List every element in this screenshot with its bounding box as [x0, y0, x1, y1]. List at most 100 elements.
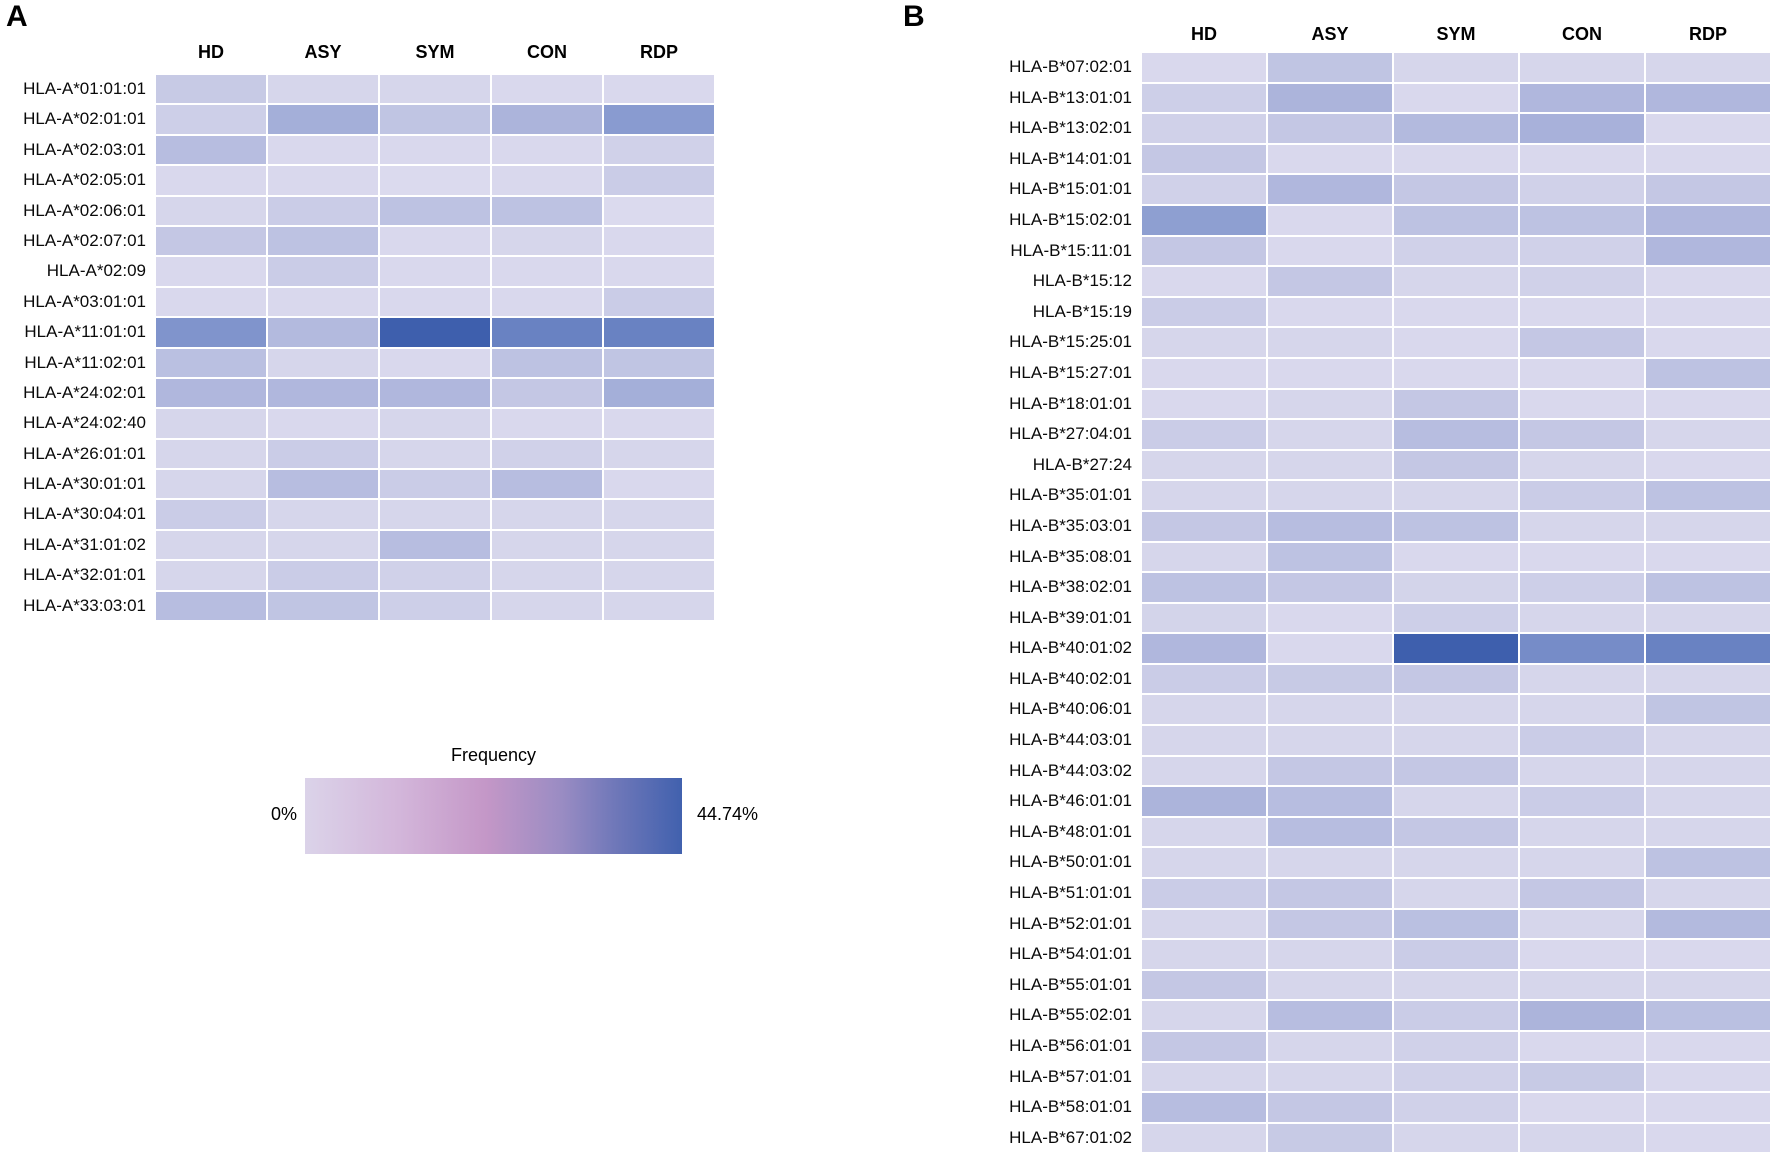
- heatmap-cell: [155, 529, 267, 561]
- row-label: HLA-A*01:01:01: [23, 79, 146, 98]
- row-label: HLA-B*54:01:01: [1009, 944, 1132, 964]
- heatmap-cell: [1645, 204, 1771, 236]
- heatmap-cell: [1141, 816, 1267, 848]
- heatmap-cell: [603, 104, 715, 135]
- row-label: HLA-A*02:03:01: [23, 139, 146, 159]
- heatmap-cell: [1645, 572, 1771, 603]
- heatmap-cell: [1141, 204, 1267, 236]
- heatmap-cell: [267, 134, 379, 166]
- heatmap-row: HLA-B*44:03:01: [905, 725, 1771, 756]
- heatmap-row: HLA-A*26:01:01: [0, 438, 715, 470]
- heatmap-cell: [1519, 510, 1645, 542]
- heatmap-cell: [1141, 143, 1267, 175]
- heatmap-row: HLA-B*15:19: [905, 296, 1771, 328]
- header-corner-spacer: [905, 22, 1141, 46]
- heatmap-cell: [267, 347, 379, 378]
- heatmap-cell: [1141, 296, 1267, 328]
- heatmap-cell: [155, 286, 267, 318]
- heatmap-cell: [1519, 969, 1645, 1001]
- heatmap-cell: [1267, 388, 1393, 420]
- heatmap-cell: [379, 469, 491, 500]
- heatmap-cell: [491, 165, 603, 196]
- heatmap-cell: [1141, 939, 1267, 970]
- row-label: HLA-B*51:01:01: [1009, 883, 1132, 903]
- heatmap-cell: [1267, 510, 1393, 542]
- heatmap-cell: [1645, 816, 1771, 848]
- heatmap-row: HLA-A*24:02:01: [0, 377, 715, 409]
- heatmap-cell: [1645, 1092, 1771, 1123]
- heatmap-cell: [1267, 1000, 1393, 1031]
- heatmap-row: HLA-A*02:01:01: [0, 104, 715, 135]
- heatmap-row: HLA-B*35:08:01: [905, 541, 1771, 573]
- row-label: HLA-B*07:02:01: [1009, 57, 1132, 76]
- column-header: CON: [527, 42, 567, 62]
- heatmap-cell: [1267, 204, 1393, 236]
- heatmap-cell: [1645, 1031, 1771, 1062]
- heatmap-row: HLA-B*07:02:01: [905, 52, 1771, 83]
- heatmap-row: HLA-A*30:01:01: [0, 469, 715, 500]
- heatmap-row: HLA-B*18:01:01: [905, 388, 1771, 420]
- heatmap-cell: [1645, 663, 1771, 695]
- row-label: HLA-B*15:19: [1032, 301, 1132, 321]
- heatmap-cell: [1519, 725, 1645, 756]
- panel-b-heatmap: HD ASY SYM CON RDP HLA-B*07:02:01 HLA-B*13:01:…: [905, 22, 1771, 1154]
- heatmap-cell: [1267, 969, 1393, 1001]
- heatmap-cell: [1141, 388, 1267, 420]
- heatmap-cell: [1267, 725, 1393, 756]
- heatmap-cell: [1393, 602, 1519, 634]
- column-header: HD: [1191, 24, 1217, 44]
- heatmap-row: HLA-B*35:03:01: [905, 510, 1771, 542]
- heatmap-cell: [1267, 541, 1393, 573]
- heatmap-cell: [1645, 388, 1771, 420]
- heatmap-cell: [1393, 419, 1519, 450]
- heatmap-cell: [1393, 480, 1519, 511]
- heatmap-cell: [1141, 1092, 1267, 1123]
- heatmap-cell: [1267, 633, 1393, 664]
- heatmap-cell: [1141, 82, 1267, 114]
- heatmap-cell: [267, 560, 379, 591]
- heatmap-row: HLA-B*58:01:01: [905, 1092, 1771, 1123]
- heatmap-cell: [267, 529, 379, 561]
- legend-max-label: 44.74%: [697, 804, 759, 824]
- heatmap-row: HLA-A*30:04:01: [0, 499, 715, 530]
- row-label: HLA-B*15:11:01: [1010, 240, 1132, 260]
- row-label: HLA-A*02:09: [46, 261, 146, 281]
- heatmap-cell: [1519, 327, 1645, 358]
- heatmap-cell: [1645, 419, 1771, 450]
- heatmap-row: HLA-B*13:01:01: [905, 82, 1771, 114]
- heatmap-cell: [155, 560, 267, 591]
- heatmap-cell: [1519, 878, 1645, 909]
- row-label: HLA-B*35:01:01: [1009, 485, 1132, 505]
- heatmap-cell: [155, 74, 267, 105]
- row-label: HLA-B*67:01:02: [1009, 1127, 1132, 1147]
- heatmap-cell: [1267, 878, 1393, 909]
- row-label: HLA-A*02:07:01: [23, 230, 146, 250]
- heatmap-cell: [1393, 755, 1519, 787]
- heatmap-cell: [1519, 235, 1645, 267]
- heatmap-cell: [1141, 113, 1267, 144]
- heatmap-cell: [1141, 1031, 1267, 1062]
- heatmap-cell: [1267, 755, 1393, 787]
- heatmap-cell: [603, 195, 715, 226]
- heatmap-cell: [1645, 235, 1771, 267]
- column-header: ASY: [304, 42, 342, 62]
- heatmap-cell: [379, 74, 491, 105]
- heatmap-cell: [1267, 266, 1393, 297]
- row-label: HLA-A*26:01:01: [23, 443, 146, 463]
- heatmap-cell: [379, 438, 491, 470]
- heatmap-cell: [1645, 1000, 1771, 1031]
- heatmap-cell: [155, 347, 267, 378]
- heatmap-cell: [1141, 1061, 1267, 1093]
- heatmap-cell: [1141, 572, 1267, 603]
- heatmap-cell: [1519, 847, 1645, 879]
- heatmap-cell: [267, 225, 379, 257]
- heatmap-row: HLA-B*40:01:02: [905, 633, 1771, 664]
- heatmap-cell: [603, 286, 715, 318]
- column-header: CON: [1562, 24, 1602, 44]
- heatmap-cell: [1645, 878, 1771, 909]
- heatmap-cell: [1393, 113, 1519, 144]
- heatmap-cell: [1267, 296, 1393, 328]
- heatmap-cell: [379, 590, 491, 622]
- heatmap-cell: [603, 438, 715, 470]
- heatmap-cell: [1645, 1061, 1771, 1093]
